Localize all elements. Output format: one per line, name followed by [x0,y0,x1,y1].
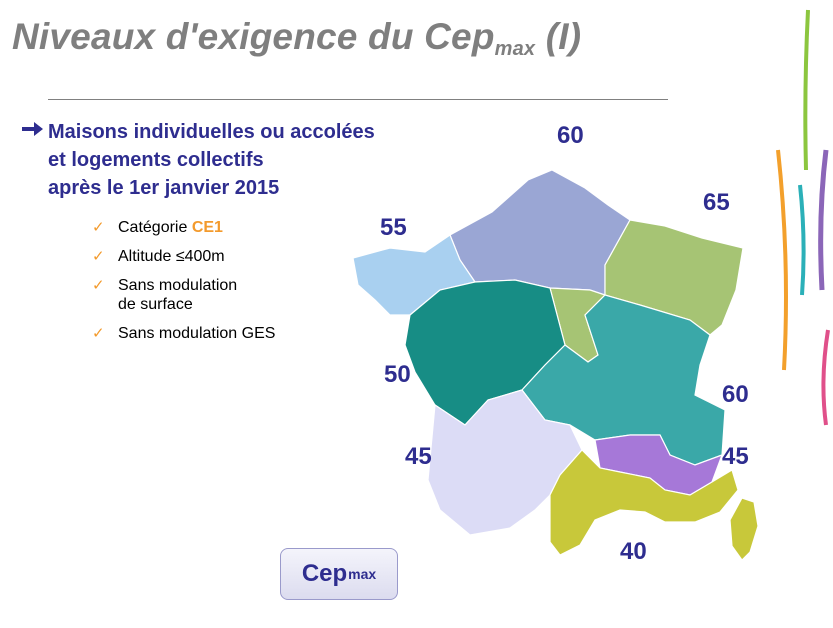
list-item: ✓ Sans modulation GES [92,324,275,343]
zone-label-mediterranean: 40 [620,538,647,565]
bullet-text: Catégorie [118,219,192,236]
zone-label-southeast: 45 [722,443,749,470]
zone-label-east: 60 [722,381,749,408]
title-main: Niveaux d'exigence du Cep [12,16,495,57]
title-suffix: (I) [535,16,582,57]
heading-line-2: et logements collectifs [48,149,264,171]
zone-label-north: 60 [557,122,584,149]
bullet-text: Altitude ≤400m [118,248,225,265]
check-icon: ✓ [92,248,105,265]
check-icon: ✓ [92,277,105,294]
list-item: ✓ Altitude ≤400m [92,247,275,266]
check-icon: ✓ [92,219,105,236]
check-icon: ✓ [92,325,105,342]
slide-title: Niveaux d'exigence du Cepmax (I) [12,16,581,61]
list-item: ✓ Sans modulation de surface [92,276,275,314]
list-item: ✓ Catégorie CE1 [92,218,275,237]
zone-corsica [729,497,759,561]
bullet-text: Sans modulation GES [118,325,276,342]
section-heading: Maisons individuelles ou accolées et log… [20,118,375,202]
heading-line-1: Maisons individuelles ou accolées [48,121,375,143]
france-zone-map [352,169,759,561]
category-highlight: CE1 [191,219,223,236]
zone-label-west: 50 [384,361,411,388]
arrow-right-icon [22,122,43,136]
zone-north [449,169,631,296]
title-subscript: max [494,38,536,60]
bullet-text-continued: de surface [118,296,193,313]
zone-label-northeast: 65 [703,189,730,216]
cepmax-button[interactable]: Cep max [280,548,398,600]
heading-line-3: après le 1er janvier 2015 [48,177,280,199]
zone-mediterranean [549,449,739,556]
zone-label-brittany: 55 [380,214,407,241]
zone-label-southwest: 45 [405,443,432,470]
button-label: Cep [301,560,348,587]
title-divider [48,99,668,100]
criteria-list: ✓ Catégorie CE1 ✓ Altitude ≤400m ✓ Sans mod… [92,218,275,353]
decorative-color-lines [776,9,830,426]
button-label-subscript: max [348,566,377,582]
bullet-text: Sans modulation [118,277,238,294]
